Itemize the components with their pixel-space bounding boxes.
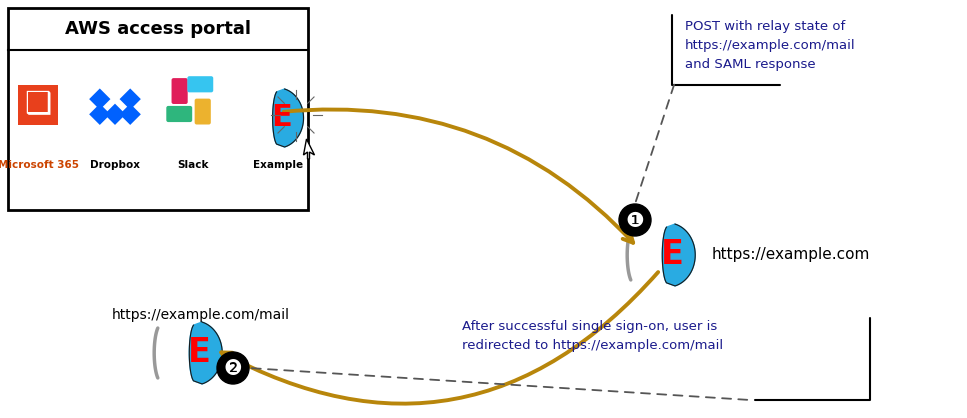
Text: ❑: ❑: [24, 90, 51, 119]
Polygon shape: [304, 139, 314, 159]
Polygon shape: [89, 89, 110, 110]
Text: POST with relay state of
https://example.com/mail
and SAML response: POST with relay state of https://example…: [685, 20, 856, 71]
Text: E: E: [188, 336, 211, 370]
FancyBboxPatch shape: [171, 78, 188, 104]
Text: Example: Example: [253, 160, 303, 170]
Polygon shape: [190, 322, 222, 384]
Text: E: E: [272, 104, 292, 133]
Polygon shape: [104, 104, 126, 125]
Text: Microsoft 365: Microsoft 365: [0, 160, 78, 170]
Polygon shape: [273, 89, 304, 147]
Polygon shape: [120, 104, 141, 125]
Polygon shape: [662, 224, 695, 286]
Text: E: E: [660, 239, 684, 272]
FancyBboxPatch shape: [194, 99, 211, 125]
Text: After successful single sign-on, user is
redirected to https://example.com/mail: After successful single sign-on, user is…: [462, 320, 723, 352]
FancyBboxPatch shape: [188, 76, 214, 92]
Circle shape: [217, 352, 249, 384]
FancyBboxPatch shape: [8, 8, 308, 210]
Text: ❶: ❶: [626, 211, 644, 231]
Circle shape: [619, 204, 651, 236]
Text: Dropbox: Dropbox: [90, 160, 140, 170]
FancyArrowPatch shape: [221, 272, 659, 404]
FancyBboxPatch shape: [18, 85, 58, 125]
Polygon shape: [120, 89, 141, 110]
FancyBboxPatch shape: [166, 106, 192, 122]
Text: Slack: Slack: [177, 160, 209, 170]
Text: ❷: ❷: [223, 359, 243, 379]
Polygon shape: [89, 104, 110, 125]
Text: https://example.com: https://example.com: [712, 247, 870, 263]
Text: https://example.com/mail: https://example.com/mail: [112, 308, 290, 322]
FancyArrowPatch shape: [283, 110, 633, 243]
Text: AWS access portal: AWS access portal: [65, 20, 251, 38]
